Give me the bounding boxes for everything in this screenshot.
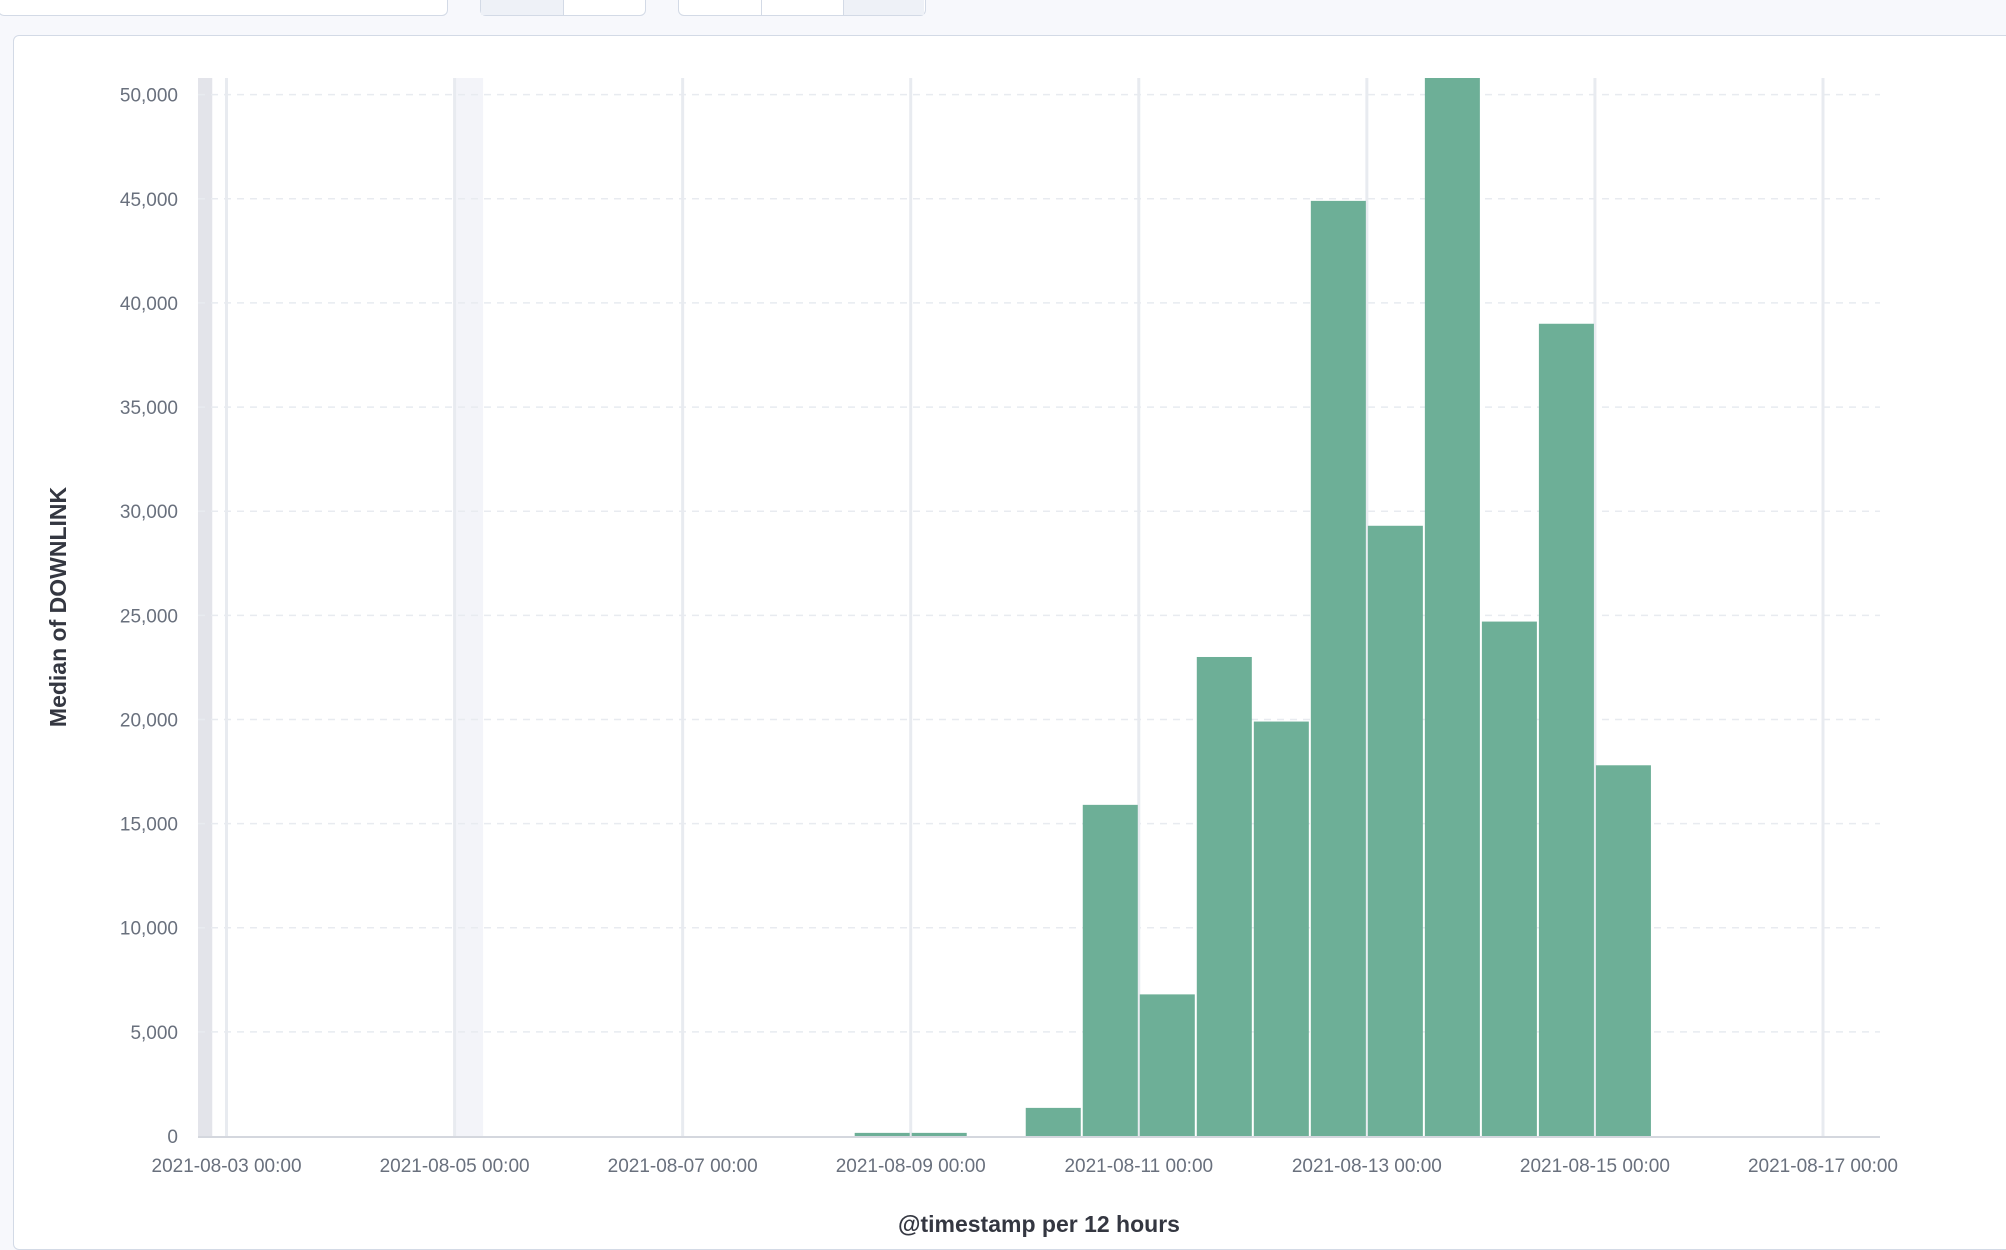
bar[interactable]	[1139, 994, 1195, 1136]
bar[interactable]	[911, 1132, 967, 1136]
y-tick-label: 50,000	[120, 86, 178, 107]
y-tick-label: 20,000	[120, 710, 178, 731]
segment-a1[interactable]	[481, 0, 563, 15]
segment-a2[interactable]	[563, 0, 644, 15]
bar[interactable]	[854, 1132, 910, 1136]
y-tick-label: 35,000	[120, 398, 178, 419]
x-tick-label: 2021-08-05 00:00	[380, 1156, 530, 1177]
x-tick-label: 2021-08-13 00:00	[1292, 1156, 1442, 1177]
segmented-control-b	[678, 0, 926, 16]
y-tick-label: 45,000	[120, 190, 178, 211]
segment-b2[interactable]	[761, 0, 843, 15]
x-tick-label: 2021-08-11 00:00	[1064, 1156, 1213, 1177]
x-tick-label: 2021-08-03 00:00	[152, 1156, 302, 1177]
bars	[854, 78, 1651, 1137]
y-tick-label: 30,000	[120, 502, 178, 523]
x-tick-label: 2021-08-07 00:00	[608, 1156, 758, 1177]
y-tick-label: 0	[167, 1127, 178, 1148]
shaded-range-0	[198, 78, 213, 1136]
chart-panel	[13, 35, 2006, 1250]
x-tick-label: 2021-08-15 00:00	[1520, 1156, 1670, 1177]
shaded-ranges	[198, 78, 484, 1136]
y-tick-label: 15,000	[120, 815, 178, 836]
y-tick-labels: 0 5,000 10,000 15,000 20,000 25,000 30,000 35,0…	[120, 86, 178, 1148]
segment-b3[interactable]	[843, 0, 924, 15]
x-tick-labels: 2021-08-03 00:00 2021-08-05 00:00 2021-08-…	[152, 1156, 1898, 1177]
y-tick-label: 25,000	[120, 606, 178, 627]
bar[interactable]	[1595, 765, 1651, 1136]
bar[interactable]	[1481, 621, 1537, 1136]
y-tick-label: 40,000	[120, 294, 178, 315]
x-tick-label: 2021-08-17 00:00	[1748, 1156, 1898, 1177]
search-field[interactable]	[0, 0, 448, 16]
bar[interactable]	[1253, 721, 1309, 1136]
bar[interactable]	[1424, 78, 1480, 1136]
shaded-range-1	[454, 78, 484, 1136]
toolbar	[0, 0, 2006, 34]
bar[interactable]	[1310, 200, 1366, 1137]
y-tick-label: 10,000	[120, 919, 178, 940]
y-tick-label: 5,000	[130, 1023, 178, 1044]
bar[interactable]	[1025, 1107, 1081, 1136]
bar[interactable]	[1196, 656, 1252, 1136]
bar[interactable]	[1082, 804, 1138, 1136]
x-axis-title: @timestamp per 12 hours	[898, 1211, 1180, 1237]
y-axis-title: Median of DOWNLINK	[45, 487, 71, 728]
gridlines	[198, 78, 1880, 1136]
bar[interactable]	[1367, 525, 1423, 1136]
bar[interactable]	[1538, 323, 1594, 1136]
x-tick-label: 2021-08-09 00:00	[836, 1156, 986, 1177]
segmented-control-a	[480, 0, 646, 16]
